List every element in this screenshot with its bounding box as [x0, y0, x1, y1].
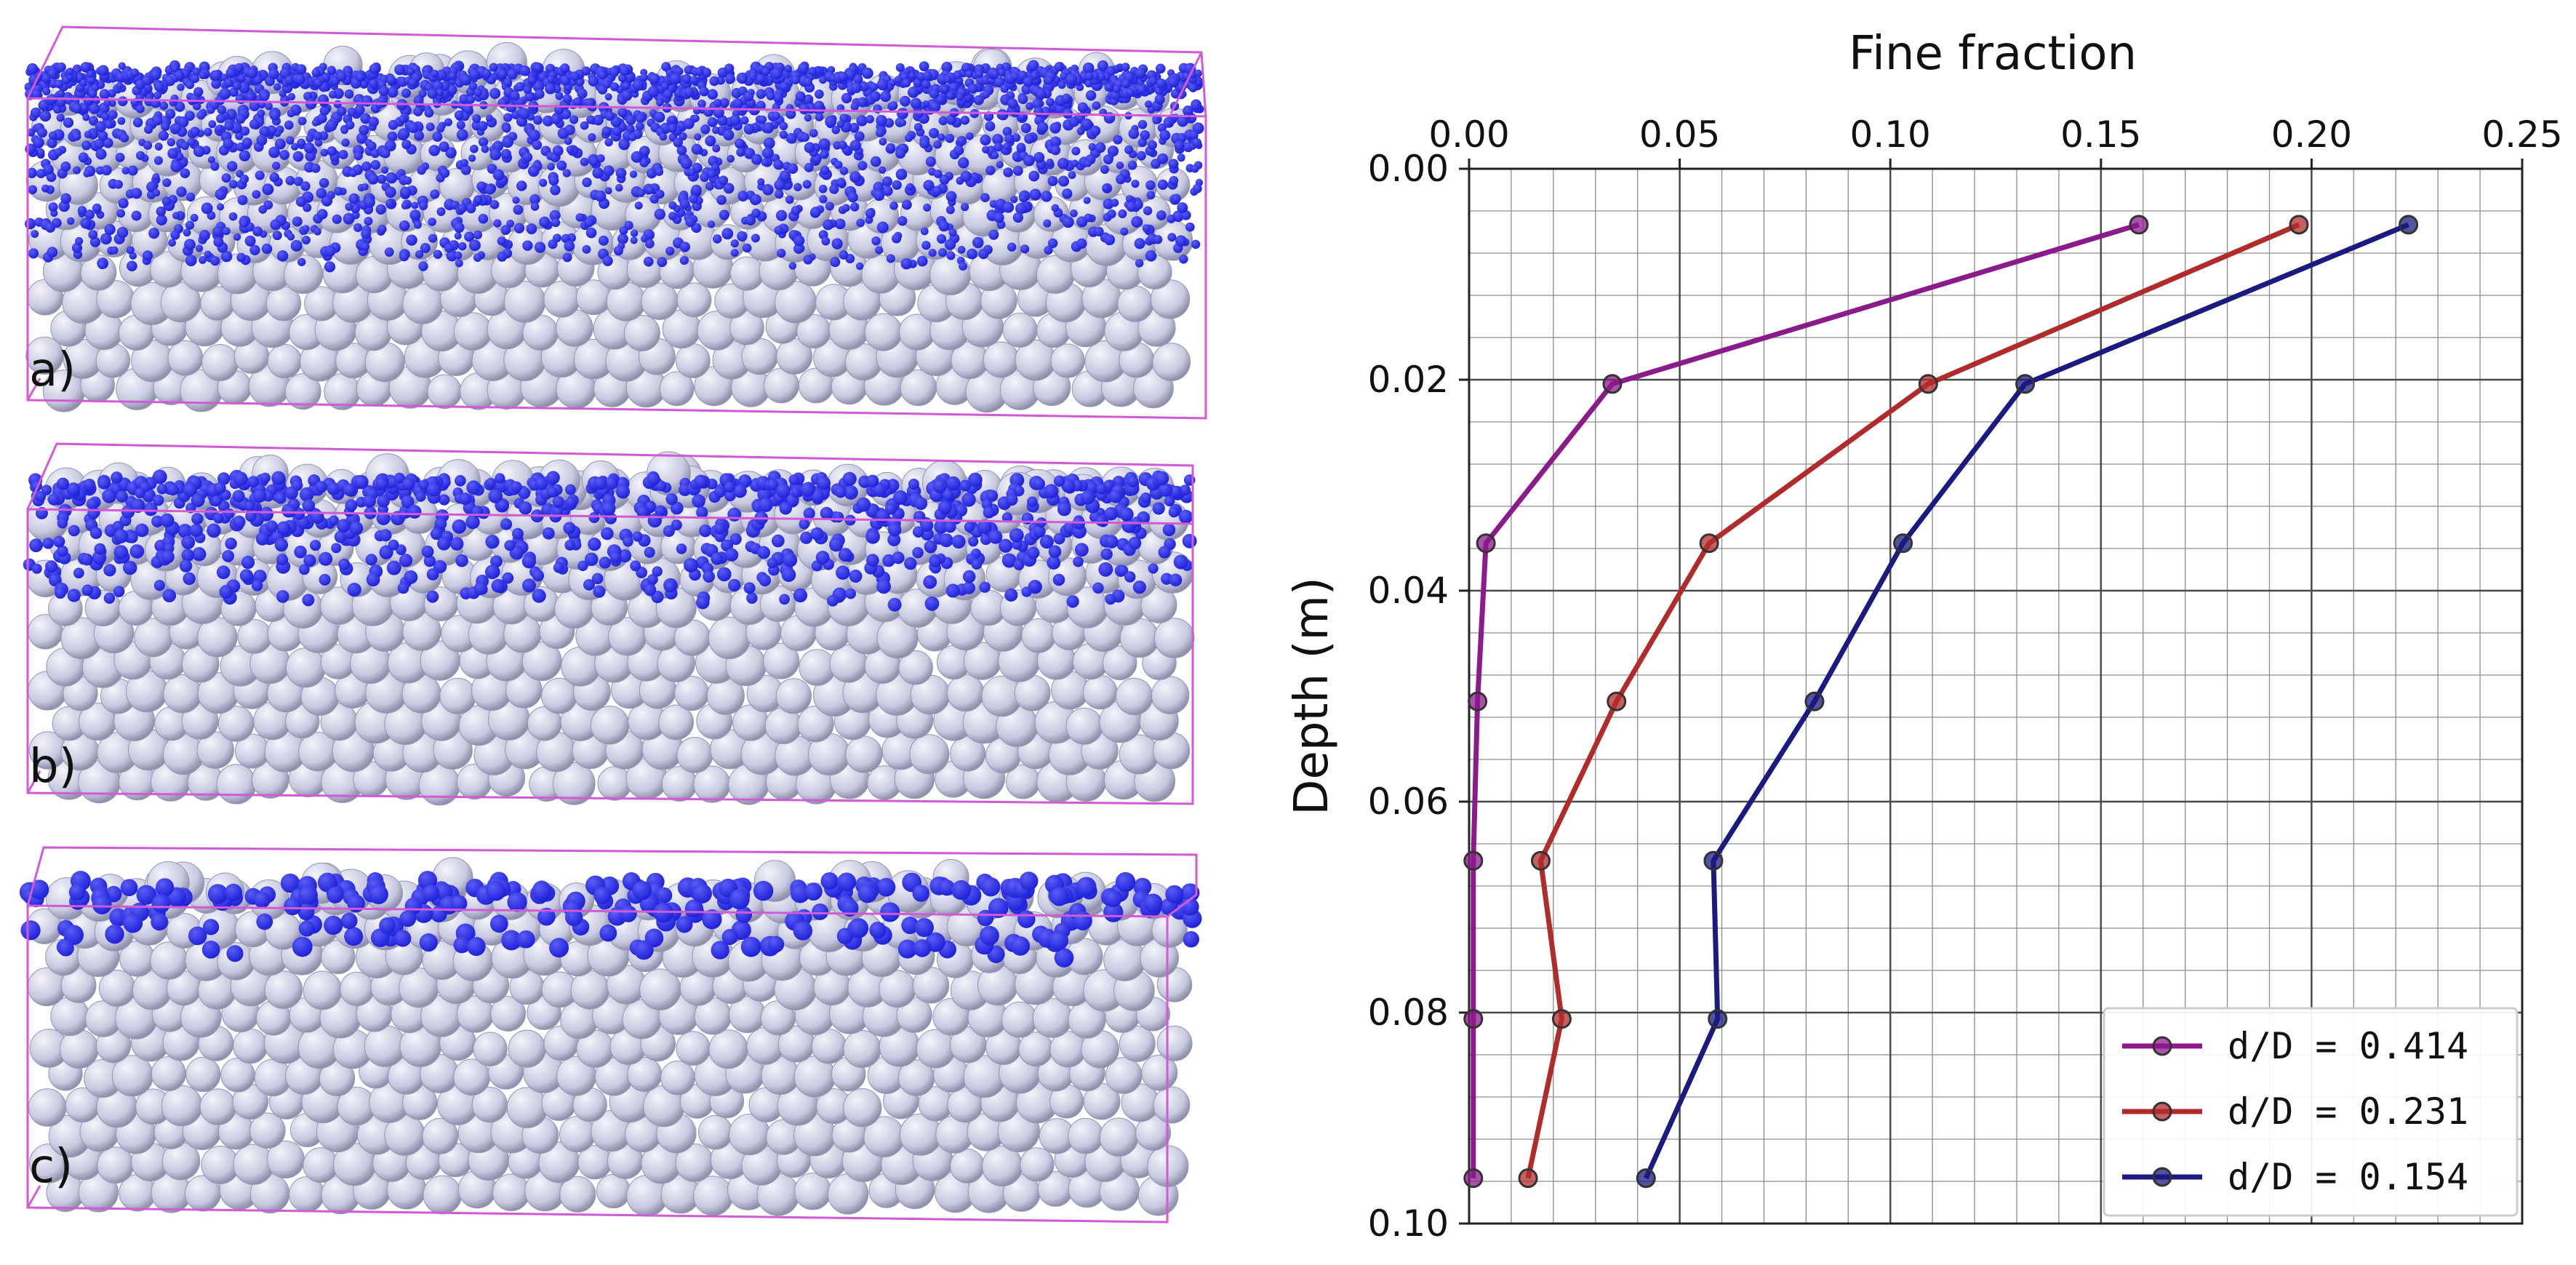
data-point-series-1	[1918, 374, 1938, 394]
data-point-series-0	[1463, 1168, 1484, 1189]
data-point-series-1	[1551, 1009, 1572, 1029]
data-point-series-1	[2289, 215, 2309, 235]
particle-bed-panels: a) b) c)	[19, 25, 1207, 1224]
panel-b: b)	[23, 442, 1197, 806]
panel-a: a)	[24, 25, 1207, 420]
y-tick-label: 0.06	[1368, 781, 1449, 823]
data-point-series-2	[1804, 691, 1825, 711]
panel-label-b: b)	[29, 740, 77, 794]
legend-swatch-marker	[2152, 1036, 2172, 1056]
data-point-series-2	[1703, 850, 1724, 871]
legend-entry-label: d/D = 0.231	[2228, 1090, 2468, 1133]
data-point-series-2	[2399, 215, 2419, 235]
panel-label-a: a)	[29, 343, 76, 397]
y-tick-label: 0.08	[1368, 991, 1449, 1034]
simulation-box-outline-c	[26, 846, 1198, 1224]
data-point-series-0	[1463, 850, 1484, 871]
x-tick-label: 0.05	[1639, 113, 1720, 156]
data-point-series-2	[2015, 374, 2036, 394]
panel-c: c)	[19, 846, 1202, 1224]
chart-title: Fine fraction	[1849, 27, 2137, 81]
legend-box	[2103, 1007, 2519, 1217]
data-point-series-1	[1607, 691, 1627, 711]
legend-entry-label: d/D = 0.414	[2228, 1025, 2468, 1067]
data-point-series-2	[1893, 533, 1913, 554]
data-point-series-0	[1476, 533, 1496, 554]
data-point-series-1	[1530, 850, 1551, 871]
data-point-series-1	[1518, 1168, 1538, 1189]
x-axis-ticks: 0.00 0.05 0.10 0.15 0.20 0.25	[1428, 113, 2563, 169]
data-point-series-2	[1708, 1009, 1728, 1029]
x-tick-label: 0.25	[2481, 113, 2562, 156]
legend: d/D = 0.414 d/D = 0.231 d/D = 0.154	[2103, 1007, 2519, 1217]
particle-bed-render-b	[23, 451, 1197, 806]
fine-fraction-chart: 0.00 0.05 0.10 0.15 0.20 0.25 0.000.020.040.0…	[1285, 27, 2563, 1245]
y-axis-title: Depth (m)	[1285, 577, 1339, 815]
particle-bed-render-c	[19, 857, 1202, 1217]
data-point-series-0	[1468, 691, 1488, 711]
plot-frame	[1468, 167, 2524, 1225]
data-point-series-0	[1463, 1009, 1484, 1029]
data-point-series-0	[2129, 215, 2149, 235]
legend-entry-label: d/D = 0.154	[2228, 1156, 2468, 1198]
data-series	[1463, 215, 2419, 1189]
simulation-box-outline-b	[26, 442, 1194, 805]
y-tick-label: 0.04	[1368, 570, 1449, 612]
x-tick-label: 0.00	[1428, 113, 1509, 156]
x-tick-label: 0.15	[2060, 113, 2141, 156]
data-point-series-0	[1602, 374, 1623, 394]
legend-swatch-marker	[2152, 1101, 2172, 1122]
y-tick-label: 0.00	[1368, 148, 1449, 190]
x-tick-label: 0.20	[2271, 113, 2352, 156]
y-tick-label: 0.10	[1368, 1202, 1449, 1245]
x-tick-label: 0.10	[1850, 113, 1931, 156]
data-point-series-2	[1636, 1168, 1656, 1189]
panel-label-c: c)	[29, 1140, 73, 1194]
data-point-series-1	[1699, 533, 1719, 554]
y-tick-label: 0.02	[1368, 359, 1449, 401]
simulation-box-outline-a	[26, 25, 1207, 420]
legend-swatch-marker	[2152, 1167, 2172, 1187]
y-axis-ticks: 0.00 0.02 0.04 0.06 0.08 0.10	[1368, 148, 1469, 1245]
particle-bed-render-a	[24, 41, 1204, 413]
